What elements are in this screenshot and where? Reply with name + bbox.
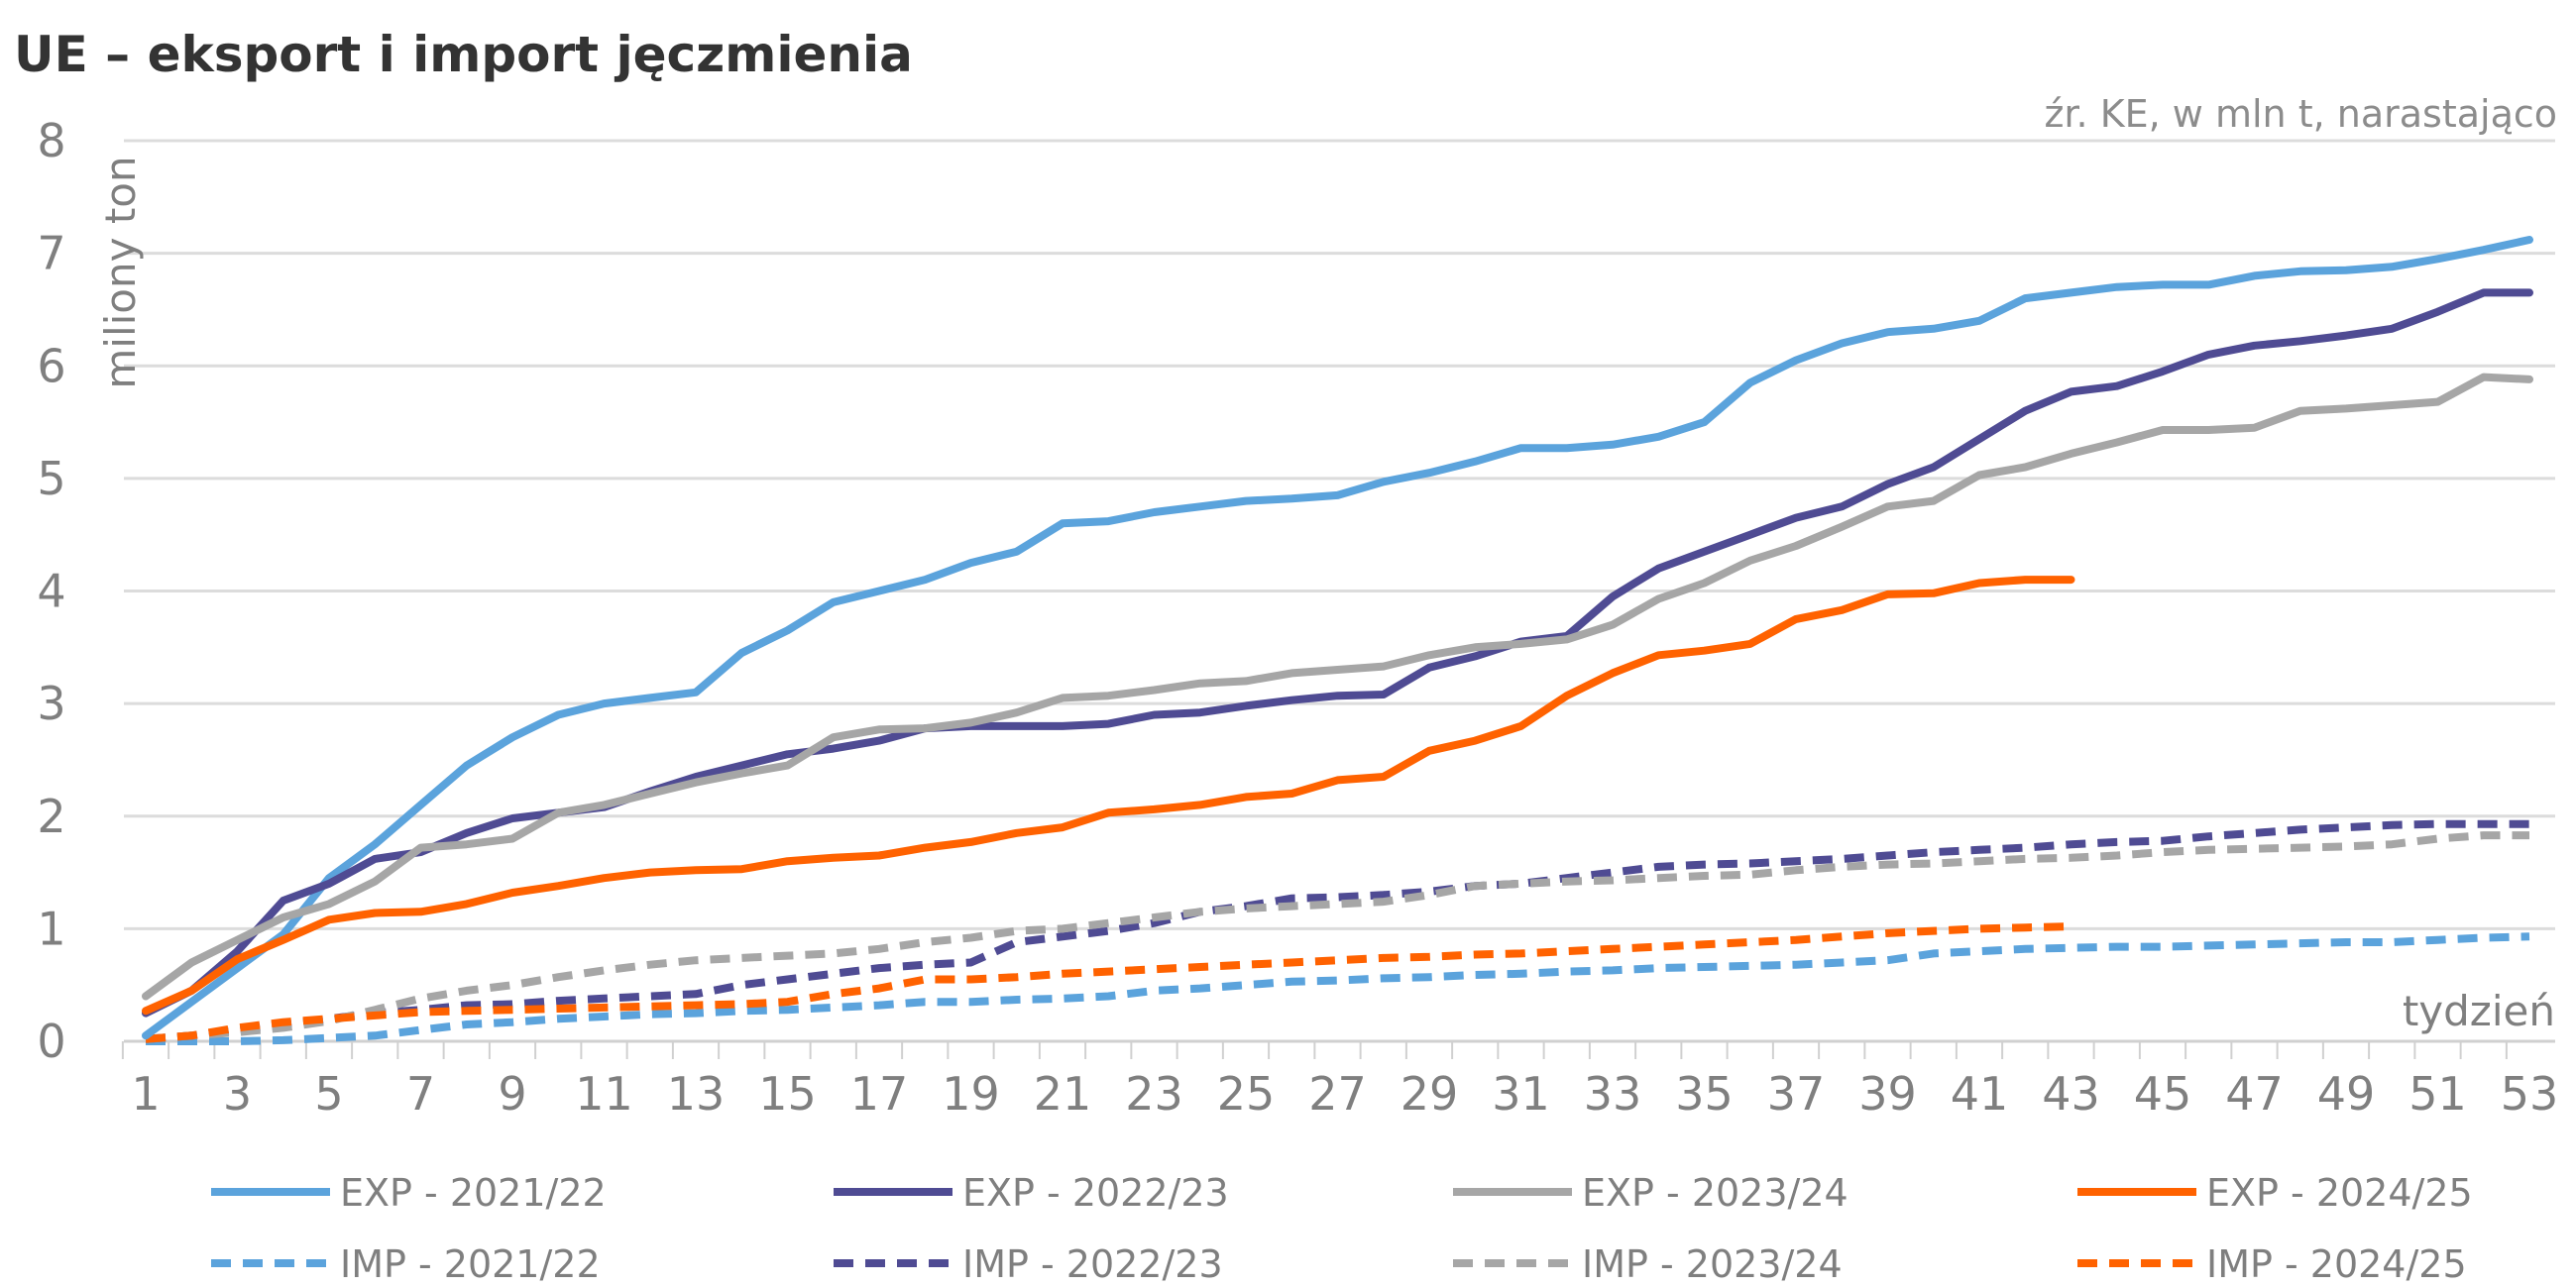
x-tick-label: 35 bbox=[1675, 1067, 1734, 1121]
x-tick-label: 11 bbox=[575, 1067, 633, 1121]
chart-subtitle: źr. KE, w mln t, narastająco bbox=[2044, 92, 2557, 136]
series-line-exp-2022-23 bbox=[142, 288, 2533, 1018]
y-tick-label: 0 bbox=[37, 1015, 65, 1068]
x-tick-label: 41 bbox=[1951, 1067, 2009, 1121]
y-tick-label: 1 bbox=[37, 902, 65, 955]
legend-label: IMP - 2021/22 bbox=[340, 1242, 601, 1286]
x-tick-label: 23 bbox=[1125, 1067, 1183, 1121]
x-tick-label: 49 bbox=[2317, 1067, 2376, 1121]
series-line-exp-2024-25 bbox=[142, 576, 2075, 1016]
legend-label: EXP - 2021/22 bbox=[340, 1171, 607, 1215]
x-tick-label: 37 bbox=[1767, 1067, 1826, 1121]
x-tick-label: 3 bbox=[223, 1067, 252, 1121]
x-tick-label: 7 bbox=[406, 1067, 435, 1121]
y-tick-label: 7 bbox=[37, 227, 65, 280]
x-tick-label: 19 bbox=[942, 1067, 1000, 1121]
x-tick-label: 29 bbox=[1400, 1067, 1459, 1121]
legend-label: EXP - 2024/25 bbox=[2206, 1171, 2473, 1215]
x-tick-label: 33 bbox=[1584, 1067, 1642, 1121]
x-tick-label: 43 bbox=[2042, 1067, 2100, 1121]
x-tick-label: 31 bbox=[1492, 1067, 1550, 1121]
y-tick-label: 6 bbox=[37, 339, 65, 392]
series-line-exp-2023-24 bbox=[142, 373, 2533, 1001]
x-tick-label: 15 bbox=[758, 1067, 817, 1121]
legend-label: IMP - 2022/23 bbox=[962, 1242, 1223, 1286]
legend: EXP - 2021/22 EXP - 2022/23 EXP - 2023/24 E… bbox=[211, 1171, 2473, 1286]
x-tick-label: 1 bbox=[131, 1067, 160, 1121]
x-tick-label: 53 bbox=[2501, 1067, 2559, 1121]
x-tick-label: 39 bbox=[1858, 1067, 1917, 1121]
x-tick-label: 27 bbox=[1308, 1067, 1367, 1121]
y-tick-label: 5 bbox=[37, 452, 65, 505]
legend-label: IMP - 2023/24 bbox=[1582, 1242, 1843, 1286]
y-tick-label: 4 bbox=[37, 565, 65, 618]
series-line-imp-2021-22 bbox=[146, 932, 2530, 1045]
legend-label: EXP - 2022/23 bbox=[962, 1171, 1229, 1215]
legend-label: IMP - 2024/25 bbox=[2206, 1242, 2467, 1286]
x-tick-label: 17 bbox=[850, 1067, 909, 1121]
x-tick-label: 9 bbox=[498, 1067, 526, 1121]
chart-title: UE – eksport i import jęczmienia bbox=[14, 26, 913, 83]
series-line-imp-2022-23 bbox=[145, 819, 2529, 1043]
legend-label: EXP - 2023/24 bbox=[1582, 1171, 1848, 1215]
series-line-exp-2021-22 bbox=[142, 236, 2533, 1040]
x-axis-label: tydzień bbox=[2403, 987, 2555, 1035]
x-axis: 1 3 5 7 9 11 13 15 17 19 21 23 25 27 29 31 33 35 37 39 41 43 4… bbox=[121, 1041, 2559, 1121]
gridlines bbox=[124, 139, 2555, 1043]
y-tick-label: 3 bbox=[37, 677, 65, 730]
x-tick-label: 51 bbox=[2408, 1067, 2467, 1121]
y-tick-label: 2 bbox=[37, 790, 65, 843]
series-line-imp-2024-25 bbox=[145, 922, 2072, 1043]
y-tick-label: 8 bbox=[37, 114, 65, 167]
x-tick-label: 5 bbox=[314, 1067, 343, 1121]
x-tick-label: 13 bbox=[667, 1067, 726, 1121]
y-axis: 0 1 2 3 4 5 6 7 8 bbox=[37, 114, 65, 1068]
x-tick-label: 21 bbox=[1034, 1067, 1092, 1121]
x-tick-label: 25 bbox=[1217, 1067, 1276, 1121]
series-lines bbox=[142, 236, 2533, 1045]
x-tick-label: 45 bbox=[2134, 1067, 2192, 1121]
y-axis-label: miliony ton bbox=[96, 156, 145, 388]
x-tick-label: 47 bbox=[2225, 1067, 2284, 1121]
